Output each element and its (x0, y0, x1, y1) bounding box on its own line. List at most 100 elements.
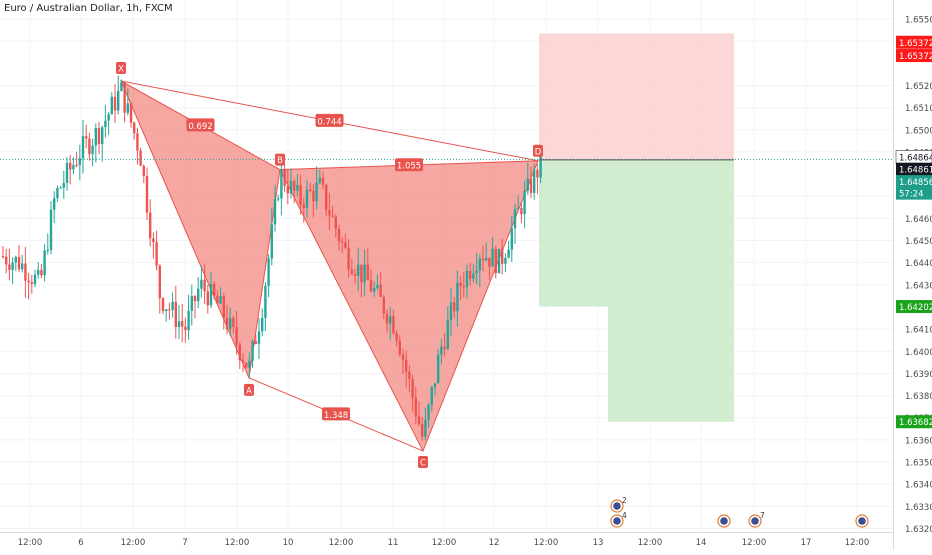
candle-body (174, 301, 177, 327)
candle-body (158, 265, 161, 299)
candle-body (62, 182, 65, 188)
candle-body (456, 282, 459, 312)
candle-body (126, 103, 129, 113)
candle-body (539, 153, 542, 178)
candle-body (459, 282, 462, 287)
candle-body (341, 241, 344, 243)
candle-body (469, 270, 472, 279)
candle-body (382, 296, 385, 314)
y-tick-label: 1.64600 (905, 215, 932, 225)
y-tick-label: 1.64300 (905, 281, 932, 291)
candle-body (53, 198, 56, 210)
candle-body (337, 228, 341, 242)
price-axis-badge: 1.64202 (896, 300, 932, 314)
candle-body (427, 404, 430, 420)
candle-body (504, 257, 507, 264)
x-tick-label: 12:00 (432, 538, 457, 548)
candle-body (497, 248, 501, 274)
ratio-badge (186, 118, 215, 132)
candle-body (350, 269, 353, 274)
candle-body (334, 216, 337, 229)
price-axis-badge-bg (896, 49, 932, 63)
candle-body (14, 256, 17, 263)
candle-body (190, 296, 193, 311)
y-tick-label: 1.64400 (905, 259, 932, 269)
candle-body (347, 247, 350, 270)
pattern-point-badge (116, 62, 126, 75)
economic-event-icon: 2 (610, 496, 627, 513)
x-tick-label: 12:00 (742, 538, 767, 548)
candle-body (264, 285, 267, 319)
price-axis-badge: 57:24 (896, 186, 932, 200)
candle-body (289, 180, 293, 194)
y-tick-label: 1.63600 (905, 436, 932, 446)
candle-body (97, 128, 101, 144)
candle-body (392, 316, 395, 334)
price-axis-badge: 1.65372 (896, 49, 932, 63)
candle-body (5, 256, 8, 265)
candle-body (17, 256, 21, 270)
candle-body (267, 258, 270, 286)
candle-body (536, 169, 539, 178)
price-axis-badge-bg (896, 300, 932, 314)
x-tick-label: 14 (696, 538, 707, 548)
candle-body (24, 263, 27, 281)
candle-body (312, 190, 315, 202)
pattern-point-label: X (118, 65, 124, 75)
candle-body (440, 346, 443, 355)
candle-body (321, 177, 325, 185)
candle-body (526, 178, 529, 191)
candle-body (318, 177, 321, 183)
candle-body (110, 96, 113, 115)
y-tick-label: 1.63800 (905, 392, 932, 402)
candle-body (331, 215, 334, 217)
x-tick-label: 10 (283, 538, 294, 548)
candle-body (357, 264, 360, 276)
candle-body (376, 284, 379, 289)
candle-body (133, 122, 136, 134)
candle-body (325, 184, 328, 211)
event-flag (720, 517, 728, 525)
event-flag (858, 517, 866, 525)
y-tick-label: 1.63300 (905, 503, 932, 513)
candle-body (91, 145, 94, 155)
candle-body (449, 302, 453, 321)
price-axis-badge-bg (896, 415, 932, 429)
candle-body (165, 309, 168, 311)
candle-body (389, 316, 392, 324)
candle-body (421, 424, 424, 437)
candle-body (248, 360, 251, 368)
chart-title: Euro / Australian Dollar, 1h, FXCM (4, 3, 173, 14)
x-tick-label: 12:00 (534, 538, 559, 548)
ratio-value: 0.744 (317, 117, 341, 127)
x-tick-label: 6 (78, 538, 83, 548)
price-axis-badge: 1.64864 (895, 150, 932, 164)
candle-body (270, 224, 273, 259)
y-tick-label: 1.65200 (905, 82, 932, 92)
pattern-point-b: B (275, 153, 285, 166)
candle-body (395, 333, 398, 341)
x-tick-label: 12:00 (845, 538, 870, 548)
candle-body (491, 248, 494, 267)
y-tick-label: 1.63200 (905, 525, 932, 535)
candle-body (1, 256, 5, 258)
candle-body (379, 284, 382, 297)
candle-body (78, 158, 81, 165)
candle-body (533, 169, 536, 193)
ratio-badge (315, 113, 344, 127)
candle-body (465, 270, 469, 288)
candle-body (385, 313, 389, 324)
candle-body (184, 326, 187, 331)
candle-body (453, 302, 456, 312)
candle-body (353, 273, 357, 276)
candle-body (513, 209, 517, 229)
pattern-point-badge (418, 455, 428, 468)
candle-body (366, 264, 369, 281)
y-tick-label: 1.63900 (905, 370, 932, 380)
x-tick-label: 7 (182, 538, 187, 548)
event-flag (613, 517, 621, 525)
x-tick-label: 12:00 (18, 538, 43, 548)
candle-body (478, 258, 481, 271)
